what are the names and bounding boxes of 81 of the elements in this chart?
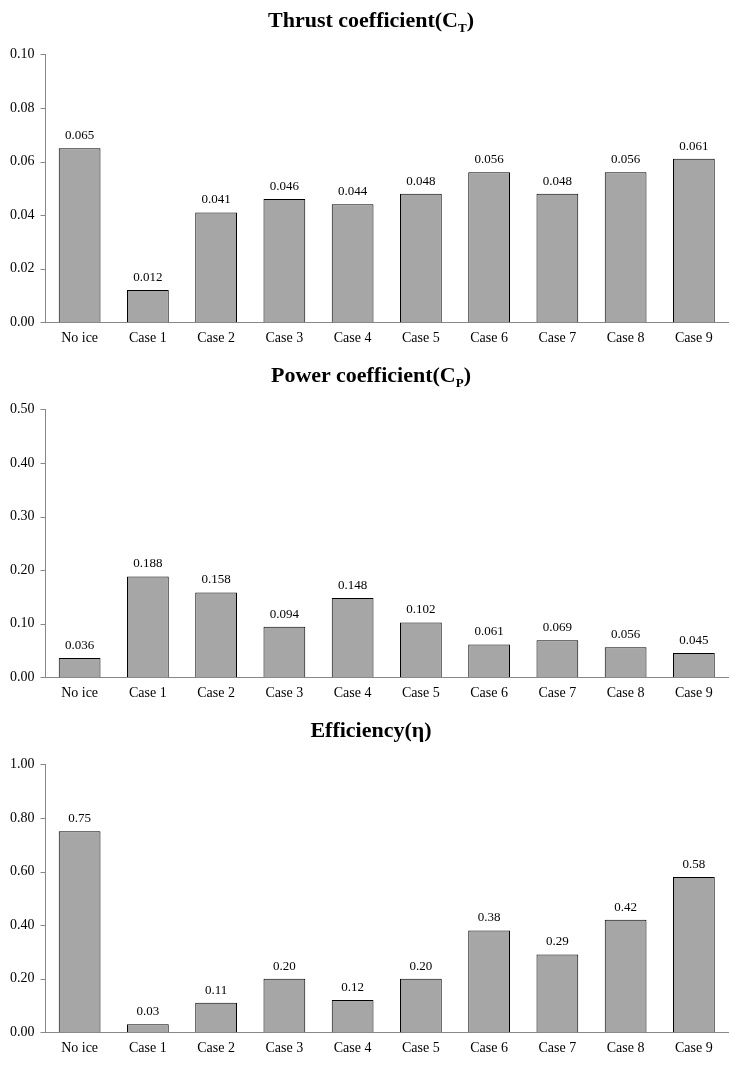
data-label: 0.20	[409, 957, 433, 973]
data-label: 0.102	[406, 601, 436, 617]
y-tick-label: 0.10	[10, 615, 35, 631]
data-label: 0.188	[133, 555, 163, 571]
x-tick-label: Case 3	[265, 1040, 304, 1056]
x-tick-label: Case 7	[538, 1040, 577, 1056]
data-label: 0.048	[406, 172, 436, 188]
data-label: 0.046	[269, 177, 300, 193]
y-tick-label: 0.40	[10, 454, 35, 470]
x-tick-label: Case 2	[197, 1040, 235, 1056]
chart-title: Efficiency(η)	[309, 716, 433, 744]
y-tick-label: 0.04	[10, 206, 35, 222]
data-label: 0.041	[201, 191, 231, 207]
data-label: 0.012	[133, 268, 163, 284]
x-tick-label: Case 3	[265, 685, 304, 701]
x-tick-label: Case 6	[470, 685, 508, 701]
x-tick-label: Case 1	[129, 330, 167, 346]
y-tick-label: 0.80	[10, 809, 35, 825]
x-tick-label: Case 2	[197, 685, 235, 701]
x-tick-label: Case 9	[675, 330, 713, 346]
y-tick-label: 0.10	[10, 46, 35, 62]
x-tick-label: No ice	[61, 1040, 99, 1056]
chart-title: Power coefficient(C$_{P}$)	[270, 361, 472, 393]
y-tick-label: 0.02	[10, 260, 35, 276]
y-tick-label: 0.08	[10, 99, 35, 115]
data-label: 0.061	[474, 623, 504, 639]
x-tick-label: Case 4	[333, 330, 372, 346]
data-label: 0.58	[682, 855, 706, 871]
data-label: 0.045	[679, 632, 709, 648]
x-tick-label: Case 1	[129, 685, 167, 701]
x-tick-label: No ice	[61, 330, 99, 346]
x-tick-label: Case 3	[265, 330, 304, 346]
data-label: 0.20	[273, 957, 296, 973]
data-label: 0.29	[546, 933, 569, 949]
x-tick-label: No ice	[61, 685, 99, 701]
y-tick-label: 0.20	[10, 970, 35, 986]
data-label: 0.03	[136, 1003, 160, 1019]
x-tick-label: Case 4	[333, 685, 372, 701]
data-label: 0.158	[201, 571, 231, 587]
x-tick-label: Case 9	[675, 685, 713, 701]
x-tick-label: Case 7	[538, 330, 577, 346]
y-tick-label: 0.20	[10, 561, 35, 577]
data-label: 0.12	[341, 978, 364, 994]
data-label: 0.044	[338, 183, 368, 199]
data-label: 0.148	[338, 576, 368, 592]
data-label: 0.036	[65, 636, 95, 652]
data-label: 0.065	[65, 127, 95, 143]
y-tick-label: 0.00	[10, 1023, 35, 1039]
x-tick-label: Case 8	[606, 685, 645, 701]
y-tick-label: 0.50	[10, 401, 35, 417]
x-tick-label: Case 6	[470, 1040, 508, 1056]
x-tick-label: Case 5	[402, 1040, 440, 1056]
data-label: 0.056	[611, 151, 641, 167]
data-label: 0.069	[542, 619, 572, 635]
data-label: 0.061	[679, 137, 709, 153]
data-label: 0.056	[611, 626, 641, 642]
x-tick-label: Case 7	[538, 685, 577, 701]
x-tick-label: Case 1	[129, 1040, 167, 1056]
chart-title: Thrust coefficient(C$_{T}$)	[267, 6, 475, 38]
y-tick-label: 0.30	[10, 508, 35, 524]
x-tick-label: Case 5	[402, 330, 440, 346]
data-label: 0.048	[542, 172, 572, 188]
data-label: 0.75	[68, 810, 91, 826]
y-tick-label: 0.00	[10, 313, 35, 329]
x-tick-label: Case 4	[333, 1040, 372, 1056]
data-label: 0.38	[477, 909, 501, 925]
data-label: 0.11	[204, 981, 228, 997]
x-tick-label: Case 6	[470, 330, 508, 346]
x-tick-label: Case 8	[606, 330, 645, 346]
y-tick-label: 1.00	[10, 756, 35, 772]
data-label: 0.42	[614, 898, 637, 914]
x-tick-label: Case 9	[675, 1040, 713, 1056]
y-tick-label: 0.06	[10, 153, 35, 169]
x-tick-label: Case 2	[197, 330, 235, 346]
x-tick-label: Case 8	[606, 1040, 645, 1056]
data-label: 0.056	[474, 151, 505, 167]
y-tick-label: 0.60	[10, 863, 35, 879]
y-tick-label: 0.40	[10, 916, 35, 932]
data-label: 0.094	[269, 605, 300, 621]
x-tick-label: Case 5	[402, 685, 440, 701]
y-tick-label: 0.00	[10, 668, 35, 684]
